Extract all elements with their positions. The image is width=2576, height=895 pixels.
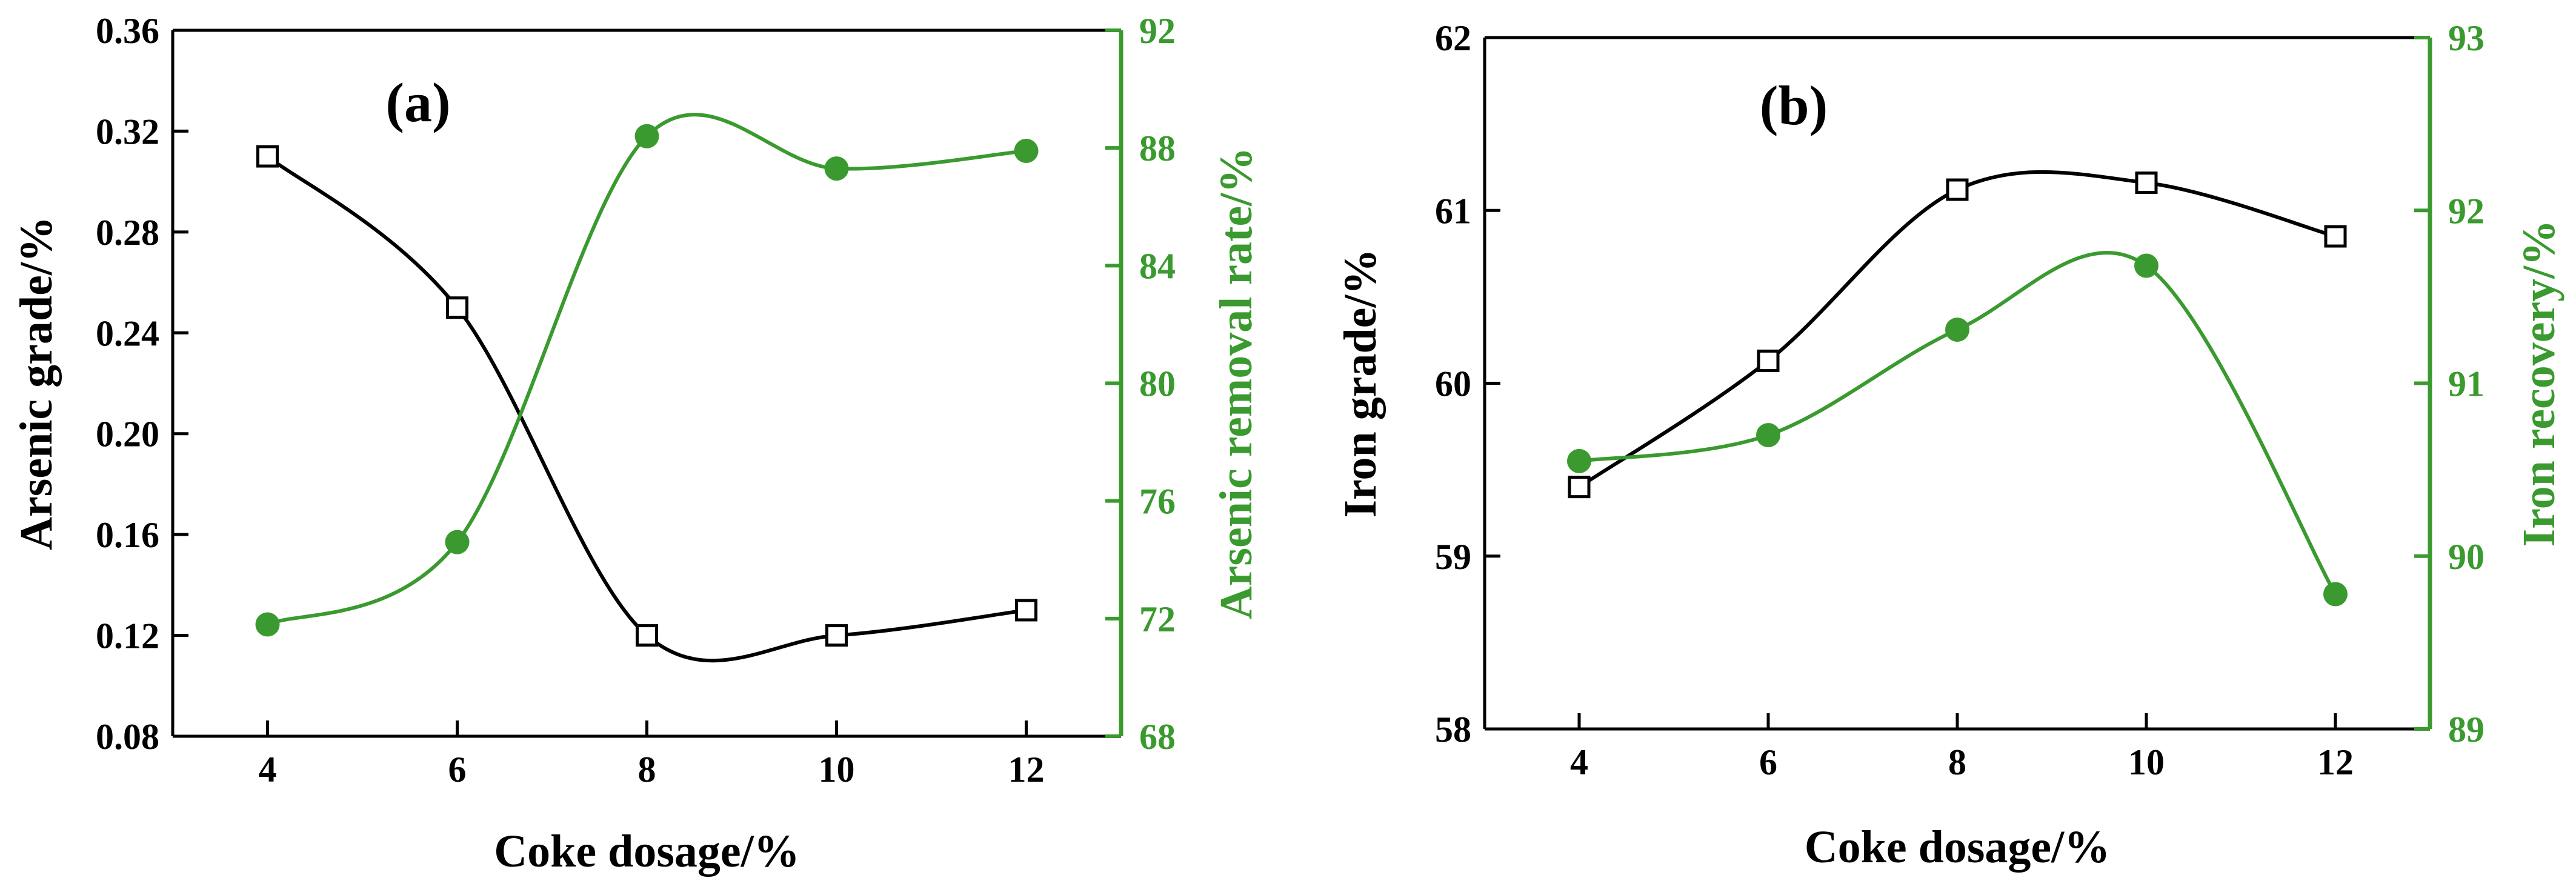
data-point-square bbox=[1568, 476, 1591, 499]
chart-panel-b: 58 59 60 61 62 89 90 91 92 93 4 6 8 10 12 Coke dosage/%… bbox=[1335, 18, 2564, 873]
left-y-tick-label: 58 bbox=[1435, 710, 1471, 750]
right-y-tick-label: 93 bbox=[2448, 18, 2484, 58]
left-y-axis-title: Arsenic grade/% bbox=[11, 216, 62, 550]
data-point-circle bbox=[2323, 582, 2348, 607]
data-point-circle bbox=[1567, 448, 1591, 473]
panel-label: (a) bbox=[385, 72, 450, 133]
right-y-tick-label: 92 bbox=[2448, 191, 2484, 231]
data-point-circle bbox=[1014, 139, 1039, 164]
data-point-square bbox=[1946, 178, 1969, 201]
data-point-circle bbox=[634, 124, 659, 148]
data-point-square bbox=[1757, 349, 1780, 372]
data-point-circle bbox=[2134, 253, 2158, 278]
left-y-tick-label: 59 bbox=[1435, 537, 1471, 577]
right-y-tick-label: 68 bbox=[1139, 717, 1176, 757]
x-tick-label: 8 bbox=[1948, 742, 1966, 782]
x-tick-label: 6 bbox=[448, 750, 467, 790]
right-y-axis-title: Iron recovery/% bbox=[2514, 220, 2564, 547]
x-tick-label: 4 bbox=[1570, 742, 1588, 782]
x-tick-label: 4 bbox=[259, 750, 277, 790]
data-point-square bbox=[825, 624, 848, 647]
data-point-square bbox=[2324, 225, 2347, 248]
right-y-tick-label: 80 bbox=[1139, 364, 1176, 404]
left-y-tick-label: 0.16 bbox=[96, 515, 159, 555]
right-y-axis-title: Arsenic removal rate/% bbox=[1211, 147, 1262, 619]
right-y-tick-label: 90 bbox=[2448, 537, 2484, 577]
right-y-tick-label: 91 bbox=[2448, 364, 2484, 404]
data-point-square bbox=[1015, 599, 1037, 622]
x-axis-title: Coke dosage/% bbox=[1805, 822, 2111, 873]
x-tick-label: 12 bbox=[2317, 742, 2354, 782]
x-axis-title: Coke dosage/% bbox=[494, 826, 800, 877]
data-point-square bbox=[256, 145, 279, 168]
data-point-circle bbox=[255, 612, 280, 637]
data-point-circle bbox=[1945, 318, 1969, 342]
right-y-tick-label: 92 bbox=[1139, 11, 1176, 51]
left-y-tick-label: 0.12 bbox=[96, 616, 159, 656]
x-tick-label: 10 bbox=[819, 750, 855, 790]
left-y-tick-label: 0.08 bbox=[96, 717, 159, 757]
x-tick-label: 8 bbox=[638, 750, 656, 790]
right-y-tick-label: 72 bbox=[1139, 599, 1176, 639]
left-y-tick-label: 0.24 bbox=[96, 313, 159, 353]
series-line-2 bbox=[267, 113, 1027, 627]
data-point-circle bbox=[1756, 423, 1780, 448]
right-y-tick-label: 76 bbox=[1139, 482, 1176, 522]
data-point-square bbox=[2135, 171, 2158, 195]
x-tick-label: 6 bbox=[1759, 742, 1777, 782]
x-tick-label: 12 bbox=[1008, 750, 1045, 790]
series-line-2 bbox=[1579, 251, 2337, 596]
left-y-tick-label: 0.32 bbox=[96, 111, 159, 151]
left-y-tick-label: 61 bbox=[1435, 191, 1471, 231]
right-y-tick-label: 88 bbox=[1139, 128, 1176, 168]
data-point-square bbox=[636, 624, 658, 647]
chart-panel-a: 0.080.120.160.200.240.280.320.3668727680… bbox=[11, 11, 1262, 877]
left-y-tick-label: 0.20 bbox=[96, 414, 159, 454]
data-point-circle bbox=[445, 530, 470, 554]
data-point-square bbox=[446, 296, 468, 319]
series-line-1 bbox=[266, 155, 1027, 663]
right-y-tick-label: 89 bbox=[2448, 710, 2484, 750]
panel-label: (b) bbox=[1760, 75, 1828, 136]
left-y-axis-title: Iron grade/% bbox=[1335, 248, 1386, 517]
x-tick-label: 10 bbox=[2128, 742, 2165, 782]
left-y-tick-label: 0.36 bbox=[96, 11, 159, 51]
left-y-tick-label: 0.28 bbox=[96, 213, 159, 253]
left-y-tick-label: 60 bbox=[1435, 364, 1471, 404]
left-y-tick-label: 62 bbox=[1435, 18, 1471, 58]
data-point-circle bbox=[824, 156, 849, 181]
right-y-tick-label: 84 bbox=[1139, 246, 1176, 286]
